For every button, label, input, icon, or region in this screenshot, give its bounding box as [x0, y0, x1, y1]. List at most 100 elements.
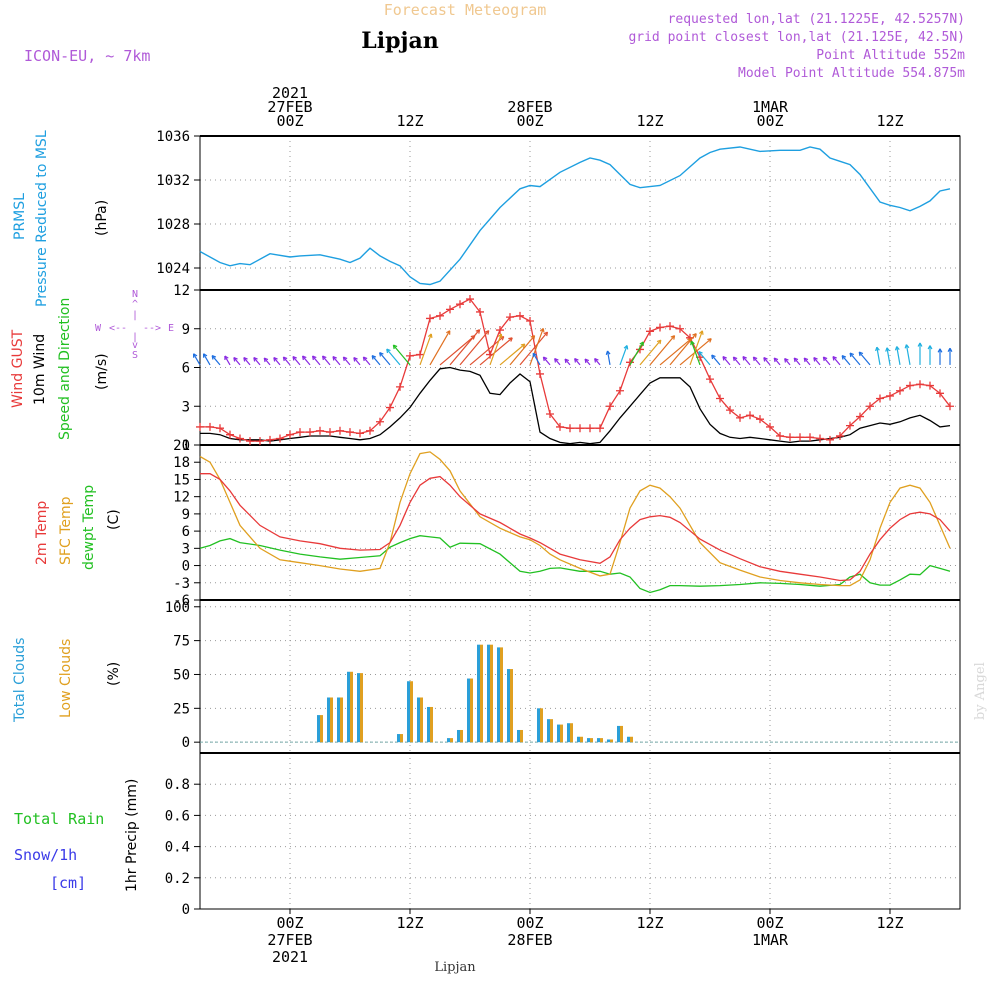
wind-arrow: [639, 339, 662, 366]
wind-arrow-head: [539, 327, 545, 333]
gust-marker: [946, 402, 954, 411]
clouds-ytick-label-2: 50: [173, 667, 190, 683]
gust-marker: [606, 402, 614, 411]
rain-label: Total Rain: [14, 810, 104, 828]
pressure-ytick-label-3: 1036: [156, 129, 190, 145]
wind-arrow: [584, 358, 591, 366]
wind-arrow-head: [342, 356, 348, 362]
wind-arrow: [302, 355, 311, 366]
low-cloud-bar: [420, 697, 423, 743]
wind-arrow: [479, 337, 513, 366]
direction-label: Speed and Direction: [57, 298, 73, 440]
wind-arrow-head: [532, 352, 537, 358]
wind-arrow: [519, 331, 548, 366]
gust-marker: [836, 431, 844, 440]
wind-arrow: [371, 355, 381, 366]
precip-ytick-label-2: 0.4: [165, 840, 190, 856]
point-altitude: Point Altitude 552m: [816, 48, 965, 63]
compass-rose: N E S W ^ --> v <-- | |: [95, 289, 174, 361]
wind-arrow-head: [698, 330, 704, 335]
gust-marker: [496, 326, 504, 335]
wind-arrow: [353, 357, 361, 366]
pressure-ytick-label-1: 1028: [156, 217, 190, 233]
wind-arrow-head: [192, 353, 198, 358]
gust-marker: [676, 324, 684, 333]
gust-marker: [866, 402, 874, 411]
wind-arrow-head: [639, 341, 644, 346]
gust-marker: [266, 435, 274, 444]
wind-arrow: [449, 329, 481, 366]
low-cloud-bar: [500, 647, 503, 743]
total-cloud-bar: [487, 644, 490, 743]
gust-marker: [916, 380, 924, 389]
wind-arrow-head: [202, 353, 208, 358]
low-cloud-bar: [560, 724, 563, 743]
wind-units: (m/s): [94, 353, 110, 390]
wind-arrow: [459, 330, 490, 366]
gust-marker: [346, 428, 354, 437]
wind-arrow-head: [917, 342, 923, 347]
low-cloud-bar: [510, 669, 513, 743]
wind-arrow-head: [832, 356, 837, 361]
wind-arrow-head: [484, 330, 490, 335]
gust-label: Wind GUST: [10, 329, 26, 408]
compass-arrow-e: -->: [143, 323, 161, 334]
total-cloud-bar: [457, 729, 460, 743]
gust-marker: [296, 428, 304, 437]
low-cloud-bar: [620, 725, 623, 743]
wind-arrow-head: [362, 356, 368, 362]
wind-arrow: [896, 346, 901, 366]
gust-line: [200, 298, 951, 442]
wind-ytick-label-4: 12: [173, 283, 190, 299]
top-time-label-0-2: 00Z: [276, 112, 303, 130]
low-cloud-bar: [550, 719, 553, 743]
wind-arrow: [362, 356, 371, 366]
pressure-label-2: Pressure Reduced to MSL: [34, 130, 50, 307]
wind-arrow: [292, 356, 301, 366]
wind-arrow: [841, 355, 851, 366]
top-time-label-0-1: 27FEB: [267, 98, 312, 116]
wind-arrow-head: [793, 357, 799, 363]
total-cloud-bar: [597, 738, 600, 743]
gust-marker: [806, 433, 814, 442]
wind-arrow-head: [292, 356, 297, 361]
wind-arrow-head: [858, 351, 864, 357]
wind-arrow: [690, 341, 701, 366]
gust-marker: [646, 327, 654, 336]
gust-marker: [416, 350, 424, 359]
wind-arrow-head: [875, 346, 880, 352]
gust-marker: [386, 403, 394, 412]
precip-ytick-label-4: 0.8: [165, 777, 190, 793]
total-cloud-bar: [547, 719, 550, 743]
compass-arrow-n: ^: [132, 299, 138, 310]
gust-marker: [706, 375, 714, 384]
wind-arrow-head: [841, 355, 847, 360]
gust-marker: [926, 381, 934, 390]
wind-arrow-head: [321, 355, 327, 361]
wind-arrow: [489, 333, 502, 366]
wind-arrow-head: [937, 348, 943, 353]
total-cloud-bar: [427, 706, 430, 743]
wind-arrow-head: [752, 356, 758, 362]
top-time-label-1-0: 12Z: [396, 112, 423, 130]
dewpt-line: [199, 535, 951, 594]
wind-arrow: [594, 358, 601, 366]
low-cloud-bar: [450, 738, 453, 743]
total-cloud-bar: [337, 697, 340, 743]
total-clouds-label: Total Clouds: [12, 638, 28, 723]
wind-arrow: [419, 333, 432, 366]
gust-marker: [446, 305, 454, 314]
low-cloud-bar: [540, 708, 543, 743]
pressure-ytick-label-2: 1032: [156, 173, 190, 189]
wind-arrow: [669, 333, 697, 366]
clouds-ytick-label-0: 0: [182, 735, 190, 751]
wind-arrow: [649, 335, 676, 366]
wind-arrow: [224, 355, 231, 366]
gust-marker: [896, 386, 904, 395]
total-cloud-bar: [507, 669, 510, 743]
wind-arrow: [858, 351, 871, 366]
footer-location: Lipjan: [434, 960, 476, 975]
wind-arrow-head: [530, 335, 536, 340]
wind-arrow-head: [332, 356, 337, 361]
